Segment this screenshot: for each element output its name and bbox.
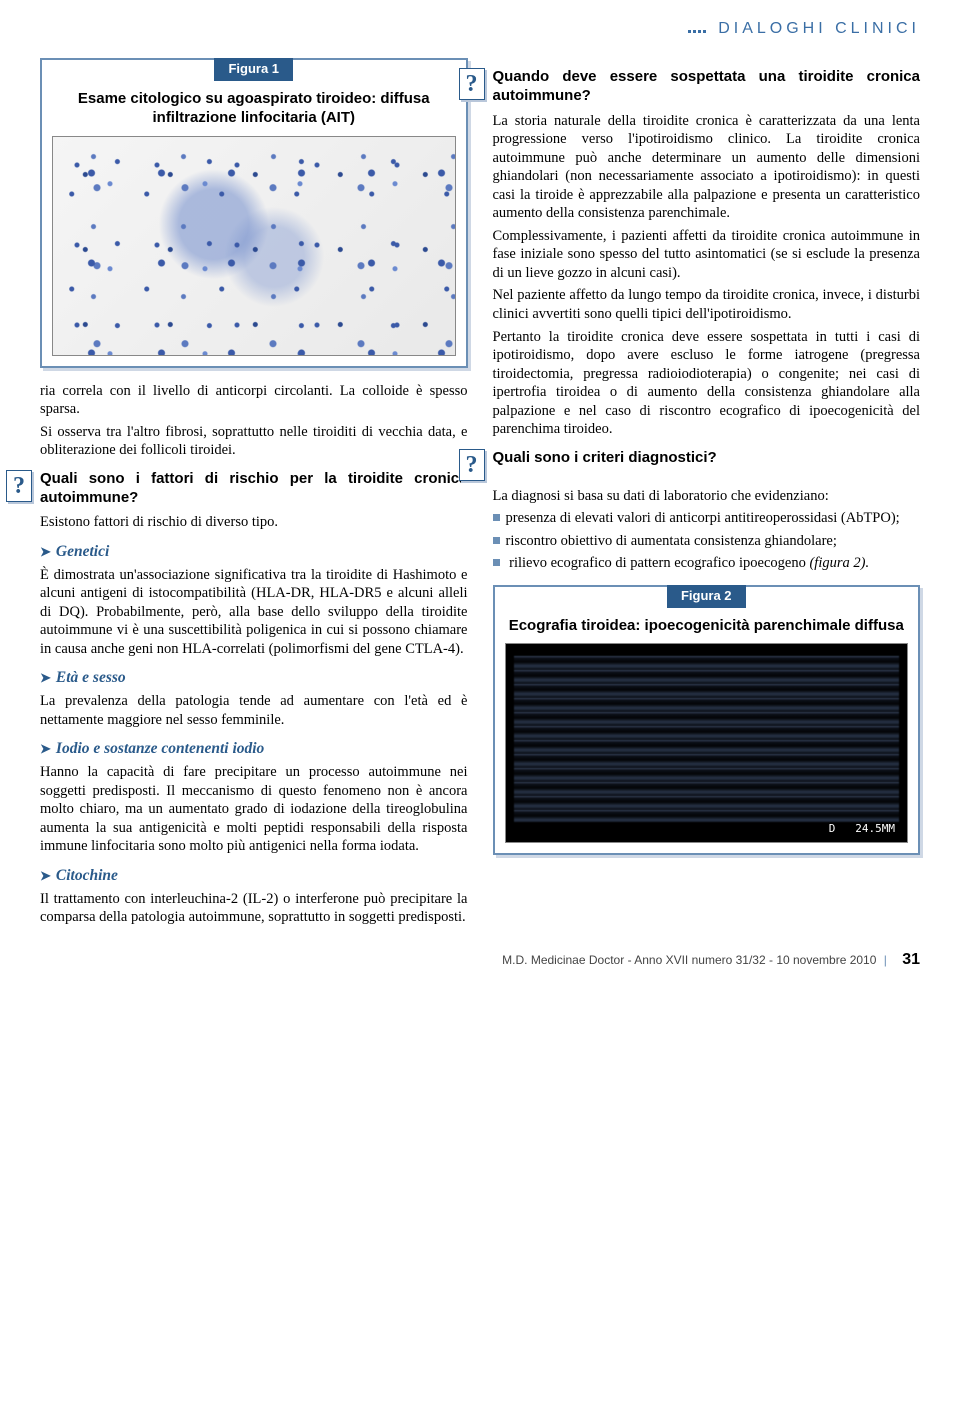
- question-3: ? Quali sono i criteri diagnostici?: [493, 449, 921, 481]
- subhead-genetici: Genetici: [40, 542, 468, 562]
- issue-info: Anno XVII numero 31/32 - 10 novembre 201…: [634, 953, 876, 967]
- footer-divider-icon: |: [884, 953, 887, 967]
- question-2: ? Quando deve essere sospettata una tiro…: [493, 68, 921, 106]
- subhead-iodio: Iodio e sostanze contenenti iodio: [40, 739, 468, 759]
- question-1: ? Quali sono i fattori di rischio per la…: [40, 470, 468, 508]
- question-mark-icon: ?: [459, 449, 485, 481]
- page-footer: M.D. Medicinae Doctor - Anno XVII numero…: [40, 951, 920, 969]
- question-1-text: Quali sono i fattori di rischio per la t…: [40, 470, 468, 508]
- answer-paragraph: La storia naturale della tiroidite croni…: [493, 112, 921, 223]
- body-paragraph: È dimostrata un'associazione significati…: [40, 566, 468, 659]
- figure-1-image: [52, 136, 456, 356]
- bullet-item: presenza di elevati valori di anticorpi …: [493, 509, 921, 528]
- section-header: DIALOGHI CLINICI: [40, 20, 920, 38]
- two-column-layout: Figura 1 Esame citologico su agoaspirato…: [40, 58, 920, 931]
- subhead-eta-sesso: Età e sesso: [40, 668, 468, 688]
- figure-2-title: Ecografia tiroidea: ipoecogenicità paren…: [495, 612, 919, 644]
- figure-1-title: Esame citologico su agoaspirato tiroideo…: [42, 85, 466, 136]
- answer-paragraph: Pertanto la tiroidite cronica deve esser…: [493, 328, 921, 439]
- question-3-text: Quali sono i criteri diagnostici?: [493, 449, 717, 468]
- body-paragraph: Hanno la capacità di fare precipitare un…: [40, 763, 468, 856]
- left-column: Figura 1 Esame citologico su agoaspirato…: [40, 58, 468, 931]
- bullet-item: riscontro obiettivo di aumentata consist…: [493, 532, 921, 551]
- header-dots-icon: [688, 20, 708, 38]
- section-title: DIALOGHI CLINICI: [718, 20, 920, 37]
- figure-2-image: [505, 643, 909, 843]
- figure-1-box: Figura 1 Esame citologico su agoaspirato…: [40, 58, 468, 368]
- bullet-text: rilievo ecografico di pattern ecografico…: [509, 555, 809, 571]
- body-paragraph: Il trattamento con interleuchina-2 (IL-2…: [40, 890, 468, 927]
- right-column: ? Quando deve essere sospettata una tiro…: [493, 58, 921, 931]
- page-number: 31: [902, 951, 920, 968]
- question-mark-icon: ?: [459, 68, 485, 100]
- figure-ref: (figura 2).: [809, 555, 869, 571]
- body-paragraph: Si osserva tra l'altro fibrosi, soprattu…: [40, 423, 468, 460]
- answer-paragraph: Complessivamente, i pazienti affetti da …: [493, 227, 921, 283]
- figure-2-box: Figura 2 Ecografia tiroidea: ipoecogenic…: [493, 585, 921, 855]
- figure-1-tab: Figura 1: [214, 58, 293, 81]
- body-paragraph: La prevalenza della patologia tende ad a…: [40, 692, 468, 729]
- answer-paragraph: Esistono fattori di rischio di diverso t…: [40, 513, 468, 532]
- bullet-item: rilievo ecografico di pattern ecografico…: [493, 554, 921, 573]
- question-mark-icon: ?: [6, 470, 32, 502]
- figure-2-tab: Figura 2: [667, 585, 746, 608]
- journal-name: M.D. Medicinae Doctor: [502, 953, 624, 967]
- question-2-text: Quando deve essere sospettata una tiroid…: [493, 68, 921, 106]
- answer-paragraph: Nel paziente affetto da lungo tempo da t…: [493, 286, 921, 323]
- page: DIALOGHI CLINICI Figura 1 Esame citologi…: [0, 0, 960, 984]
- body-paragraph: ria correla con il livello di anticorpi …: [40, 382, 468, 419]
- answer-lead: La diagnosi si basa su dati di laborator…: [493, 487, 921, 506]
- subhead-citochine: Citochine: [40, 866, 468, 886]
